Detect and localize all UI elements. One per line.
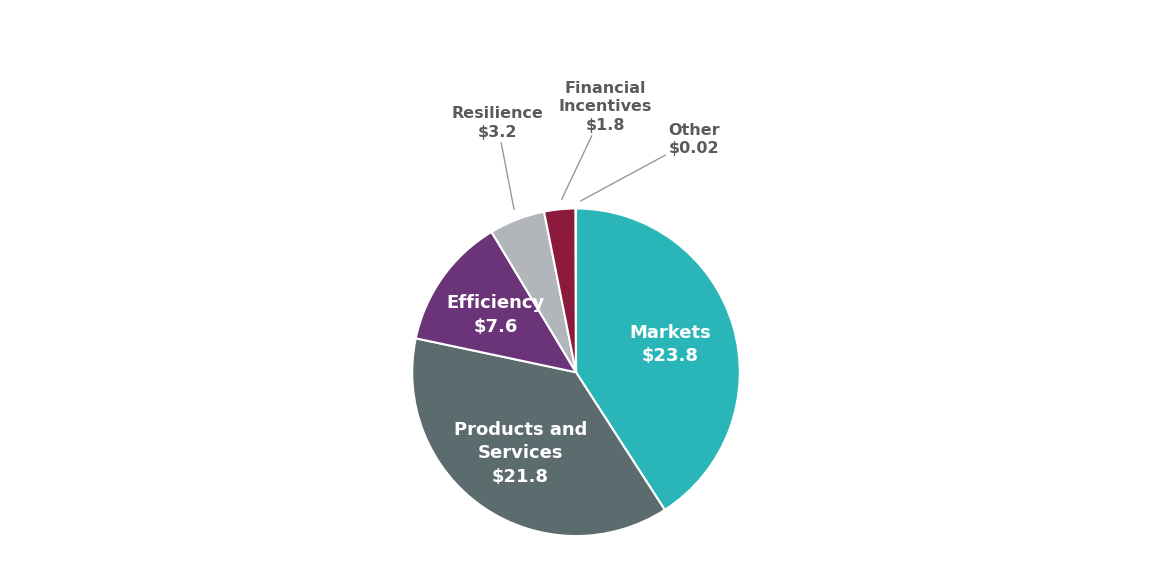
Wedge shape: [492, 212, 576, 372]
Wedge shape: [412, 338, 665, 536]
Text: Financial
Incentives
$1.8: Financial Incentives $1.8: [559, 81, 652, 200]
Wedge shape: [576, 208, 740, 510]
Text: Products and
Services
$21.8: Products and Services $21.8: [454, 421, 586, 486]
Wedge shape: [416, 232, 576, 372]
Text: Resilience
$3.2: Resilience $3.2: [452, 107, 544, 209]
Text: Markets
$23.8: Markets $23.8: [629, 324, 711, 365]
Wedge shape: [544, 208, 576, 372]
Text: Efficiency
$7.6: Efficiency $7.6: [447, 294, 545, 336]
Text: Other
$0.02: Other $0.02: [581, 123, 720, 201]
